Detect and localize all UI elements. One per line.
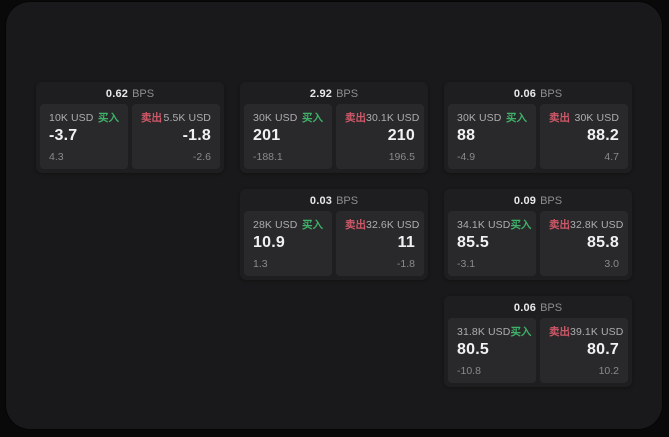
buy-notional: 31.8K USD: [457, 326, 511, 338]
buy-label: 买入: [302, 219, 323, 231]
card-header: 0.09 BPS: [444, 189, 632, 210]
sell-label: 卖出: [345, 112, 366, 124]
bps-value: 0.06: [513, 88, 537, 100]
quote-panels: 31.8K USD 买入 80.5 -10.8 卖出 39.1K USD 80.…: [444, 317, 632, 387]
buy-tile[interactable]: 10K USD 买入 -3.7 4.3: [40, 104, 128, 169]
sell-sub-value: 10.2: [598, 365, 619, 377]
sell-label: 卖出: [549, 112, 570, 124]
buy-tile[interactable]: 28K USD 买入 10.9 1.3: [244, 211, 332, 276]
quote-card-3: 0.06 BPS 30K USD 买入 88 -4.9 卖出 30K USD 8…: [444, 82, 632, 173]
sell-sub-value: 3.0: [604, 258, 619, 270]
buy-notional: 10K USD: [49, 112, 94, 124]
sell-label: 卖出: [141, 112, 162, 124]
buy-tile[interactable]: 31.8K USD 买入 80.5 -10.8: [448, 318, 536, 383]
sell-tile[interactable]: 卖出 30.1K USD 210 196.5: [336, 104, 424, 169]
sell-price: 88.2: [587, 127, 619, 144]
quote-panels: 30K USD 买入 201 -188.1 卖出 30.1K USD 210 1…: [240, 103, 428, 173]
card-header: 0.03 BPS: [240, 189, 428, 210]
buy-notional: 30K USD: [457, 112, 502, 124]
buy-price: -3.7: [49, 127, 78, 144]
sell-notional: 32.6K USD: [366, 219, 420, 231]
buy-notional: 30K USD: [253, 112, 298, 124]
bps-value: 0.09: [513, 195, 537, 207]
bps-unit: BPS: [336, 88, 359, 100]
buy-tile[interactable]: 30K USD 买入 88 -4.9: [448, 104, 536, 169]
quote-panels: 30K USD 买入 88 -4.9 卖出 30K USD 88.2 4.7: [444, 103, 632, 173]
buy-sub-value: -4.9: [457, 151, 476, 163]
bps-value: 0.62: [105, 88, 129, 100]
quote-panels: 10K USD 买入 -3.7 4.3 卖出 5.5K USD -1.8 -2.…: [36, 103, 224, 173]
sell-label: 卖出: [549, 326, 570, 338]
sell-notional: 30.1K USD: [366, 112, 420, 124]
sell-tile[interactable]: 卖出 30K USD 88.2 4.7: [540, 104, 628, 169]
sell-notional: 5.5K USD: [163, 112, 211, 124]
bps-unit: BPS: [336, 195, 359, 207]
buy-label: 买入: [510, 219, 532, 231]
quote-panels: 28K USD 买入 10.9 1.3 卖出 32.6K USD 11 -1.8: [240, 210, 428, 280]
sell-tile[interactable]: 卖出 32.6K USD 11 -1.8: [336, 211, 424, 276]
sell-label: 卖出: [345, 219, 366, 231]
buy-price: 85.5: [457, 234, 489, 251]
bps-unit: BPS: [540, 195, 563, 207]
buy-sub-value: -10.8: [457, 365, 481, 377]
buy-notional: 34.1K USD: [457, 219, 511, 231]
sell-sub-value: 4.7: [604, 151, 619, 163]
sell-sub-value: 196.5: [388, 151, 415, 163]
card-header: 2.92 BPS: [240, 82, 428, 103]
buy-notional: 28K USD: [253, 219, 298, 231]
card-header: 0.62 BPS: [36, 82, 224, 103]
buy-sub-value: -188.1: [253, 151, 283, 163]
buy-label: 买入: [302, 112, 323, 124]
quote-card-1: 0.62 BPS 10K USD 买入 -3.7 4.3 卖出 5.5K USD…: [36, 82, 224, 173]
sell-price: -1.8: [182, 127, 211, 144]
buy-tile[interactable]: 30K USD 买入 201 -188.1: [244, 104, 332, 169]
sell-price: 11: [397, 234, 415, 251]
quote-card-4: 0.03 BPS 28K USD 买入 10.9 1.3 卖出 32.6K US…: [240, 189, 428, 280]
sell-notional: 39.1K USD: [570, 326, 624, 338]
buy-price: 201: [253, 127, 281, 144]
sell-notional: 30K USD: [574, 112, 619, 124]
bps-value: 2.92: [309, 88, 333, 100]
bps-value: 0.06: [513, 302, 537, 314]
bps-unit: BPS: [540, 302, 563, 314]
buy-tile[interactable]: 34.1K USD 买入 85.5 -3.1: [448, 211, 536, 276]
sell-label: 卖出: [549, 219, 570, 231]
bps-unit: BPS: [540, 88, 563, 100]
buy-label: 买入: [98, 112, 119, 124]
sell-sub-value: -1.8: [396, 258, 415, 270]
buy-sub-value: 4.3: [49, 151, 64, 163]
card-header: 0.06 BPS: [444, 82, 632, 103]
sell-notional: 32.8K USD: [570, 219, 624, 231]
sell-price: 80.7: [587, 341, 619, 358]
buy-label: 买入: [506, 112, 527, 124]
quote-card-6: 0.06 BPS 31.8K USD 买入 80.5 -10.8 卖出 39.1…: [444, 296, 632, 387]
quote-card-2: 2.92 BPS 30K USD 买入 201 -188.1 卖出 30.1K …: [240, 82, 428, 173]
sell-tile[interactable]: 卖出 5.5K USD -1.8 -2.6: [132, 104, 220, 169]
buy-sub-value: 1.3: [253, 258, 268, 270]
buy-sub-value: -3.1: [457, 258, 476, 270]
buy-price: 80.5: [457, 341, 489, 358]
buy-label: 买入: [510, 326, 532, 338]
sell-price: 210: [387, 127, 415, 144]
buy-price: 10.9: [253, 234, 285, 251]
sell-sub-value: -2.6: [192, 151, 211, 163]
bps-value: 0.03: [309, 195, 333, 207]
sell-price: 85.8: [587, 234, 619, 251]
card-header: 0.06 BPS: [444, 296, 632, 317]
quote-card-5: 0.09 BPS 34.1K USD 买入 85.5 -3.1 卖出 32.8K…: [444, 189, 632, 280]
buy-price: 88: [457, 127, 476, 144]
bps-unit: BPS: [132, 88, 155, 100]
sell-tile[interactable]: 卖出 32.8K USD 85.8 3.0: [540, 211, 628, 276]
quote-panels: 34.1K USD 买入 85.5 -3.1 卖出 32.8K USD 85.8…: [444, 210, 632, 280]
sell-tile[interactable]: 卖出 39.1K USD 80.7 10.2: [540, 318, 628, 383]
